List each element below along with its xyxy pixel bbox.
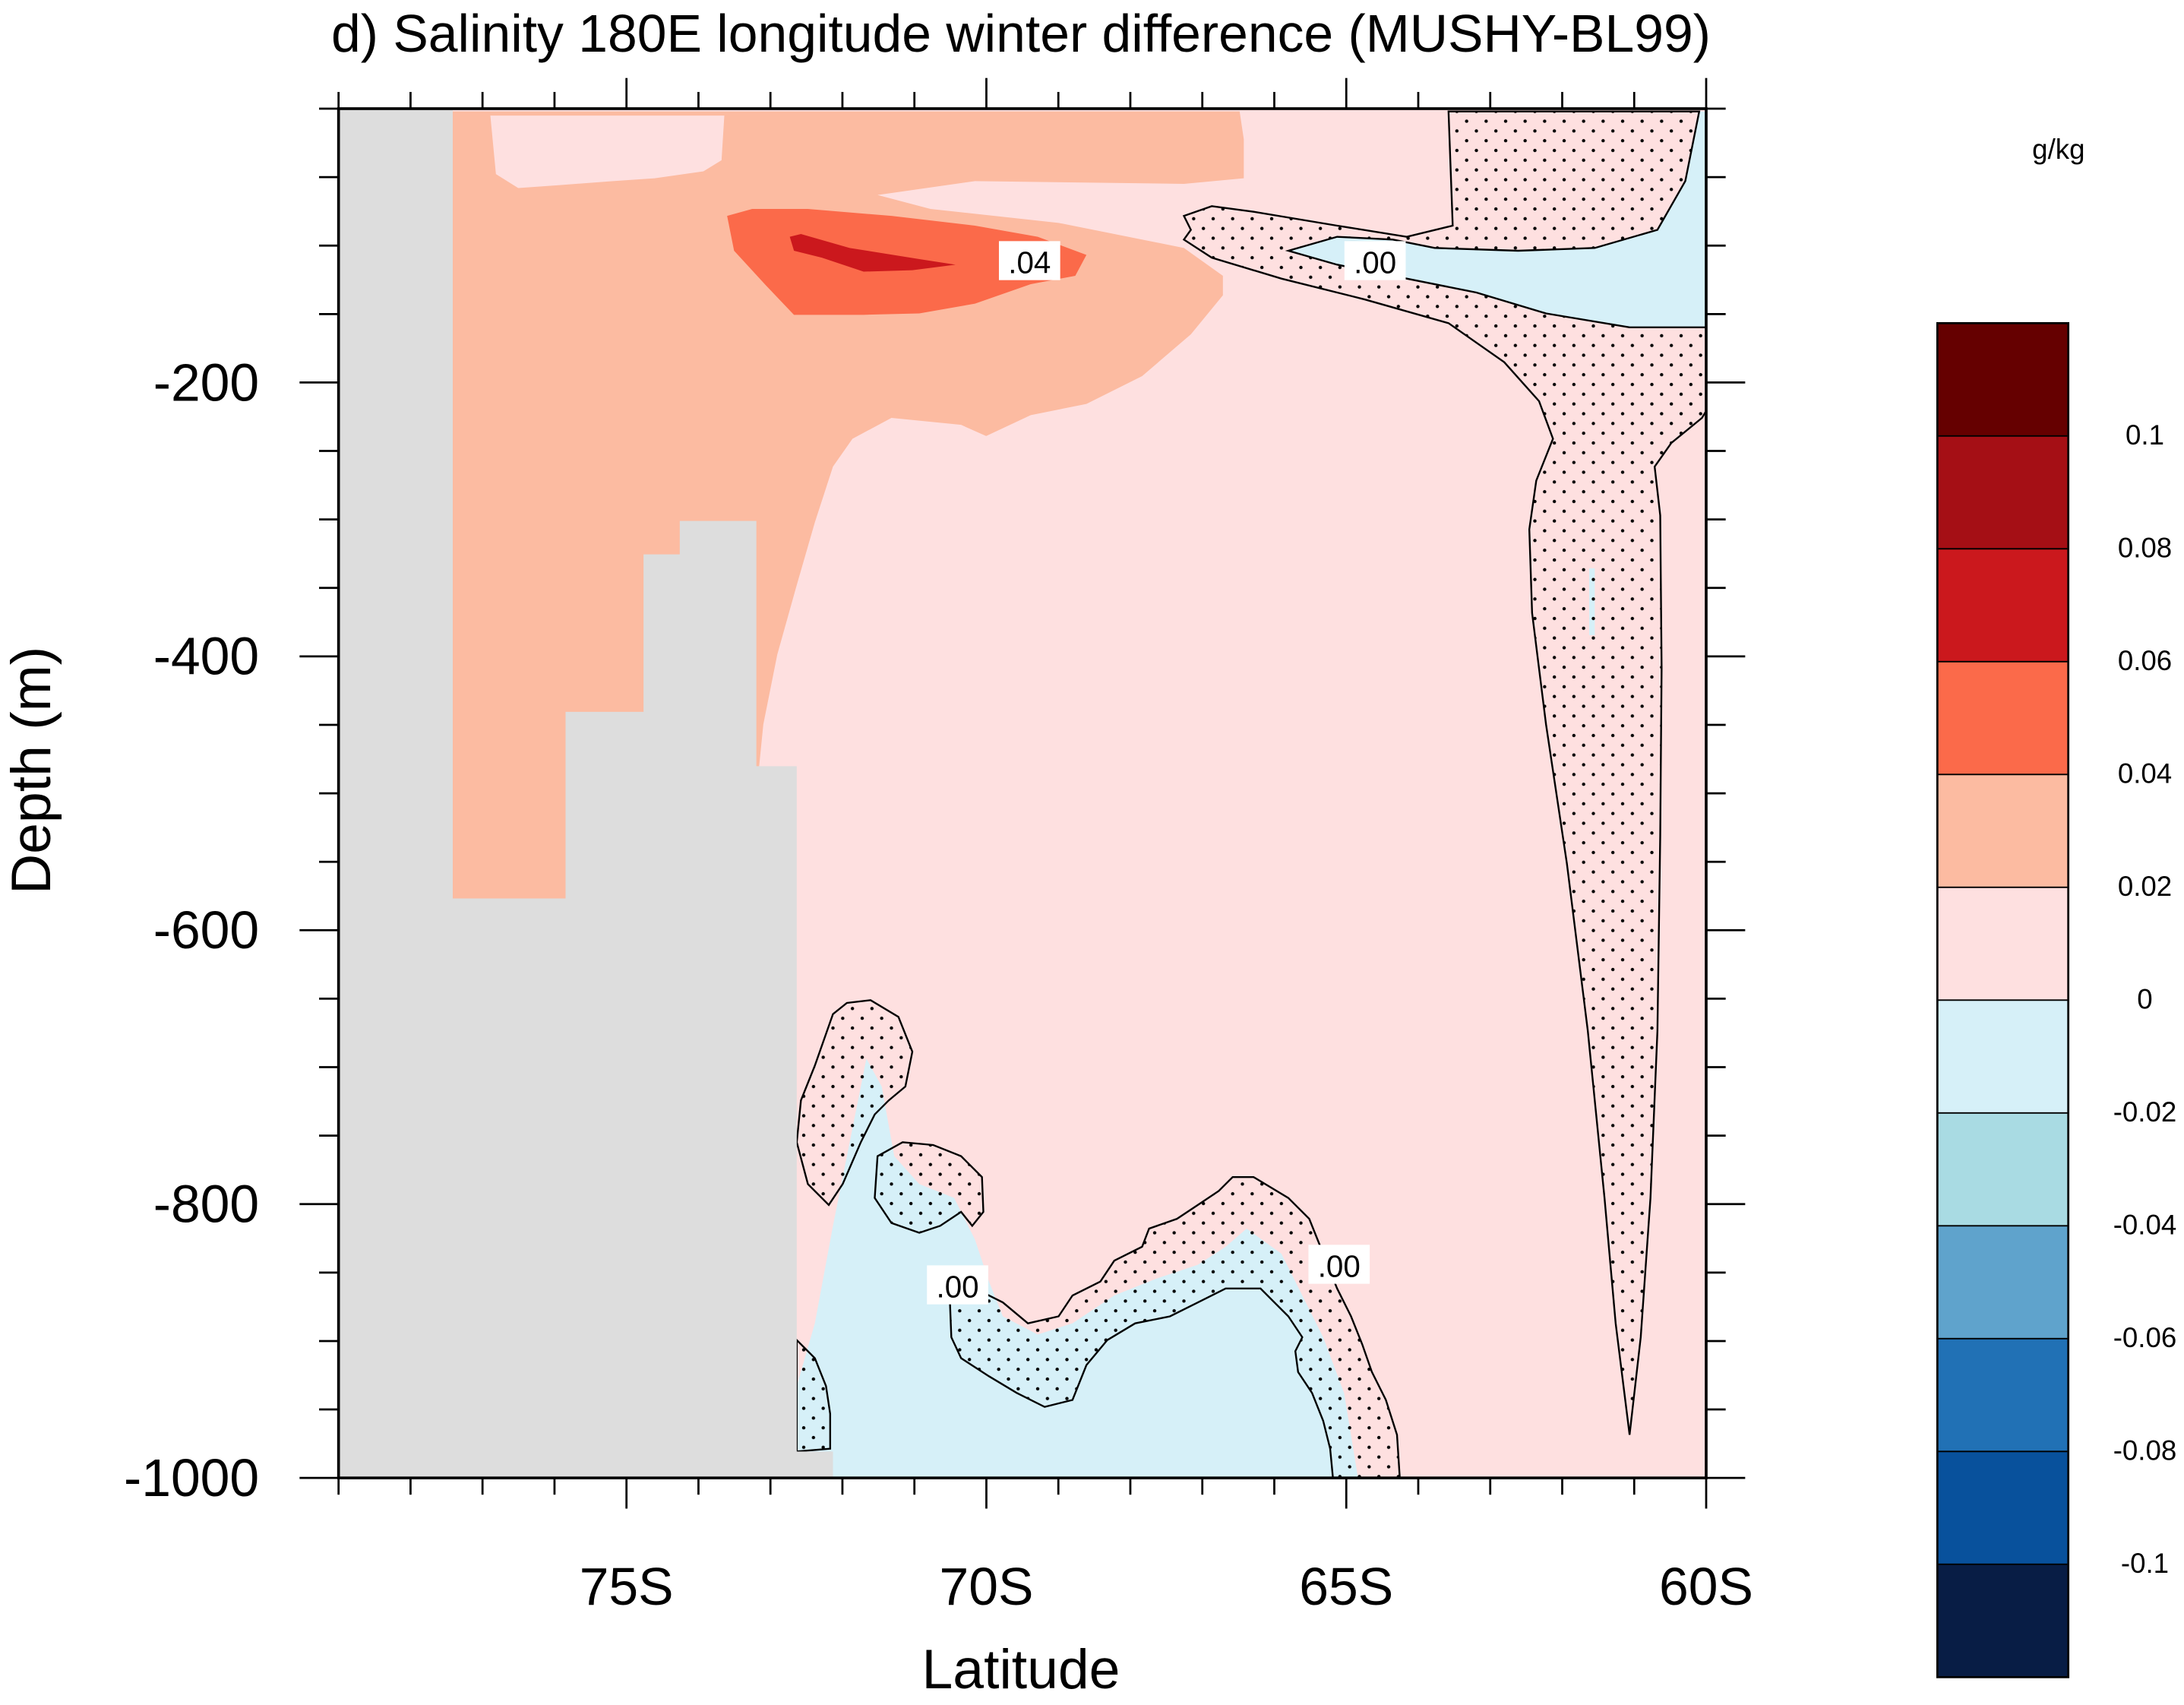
contour-label-text: .00 (1354, 245, 1396, 280)
contour-label-bg (1344, 241, 1406, 280)
colorbar-tick-label: -0.06 (2113, 1322, 2177, 1353)
colorbar-swatch (1936, 322, 2069, 437)
colorbar-swatch (1936, 660, 2069, 776)
x-tick-label: 75S (580, 1557, 674, 1616)
stipple-bump-a (795, 999, 914, 1207)
contour-labels: .04 .00 .00 .00 (927, 241, 1406, 1305)
colorbar-tick-label: 0 (2137, 983, 2152, 1014)
x-axis-title: Latitude (922, 1638, 1120, 1700)
colorbar-tick-label: 0.04 (2118, 758, 2172, 789)
y-tick-label: -800 (153, 1175, 259, 1234)
stippling (795, 110, 1706, 1479)
contour-label-text: .00 (937, 1270, 979, 1305)
colorbar-swatch (1936, 548, 2069, 663)
contour-label-bg (1308, 1245, 1370, 1284)
field-neg-bottom (796, 1058, 1358, 1479)
contour-label: .00 (927, 1265, 988, 1305)
stipple-right-plume (1182, 110, 1706, 1435)
land-mask (338, 109, 833, 1479)
y-tick-label: -400 (153, 627, 259, 686)
colorbar-swatch (1936, 1563, 2069, 1678)
contour-label-text: .04 (1008, 245, 1051, 280)
colorbar-tick-label: -0.1 (2121, 1548, 2169, 1579)
contour-label-bg (998, 241, 1060, 280)
colorbar-swatch (1936, 886, 2069, 1001)
stipple-bottom-arc (949, 1175, 1401, 1479)
y-tick-label: -1000 (124, 1448, 259, 1507)
colorbar-swatch (1936, 999, 2069, 1114)
x-tick-label: 70S (939, 1557, 1033, 1616)
colorbar-swatch (1936, 1225, 2069, 1340)
colorbar: 0.1 0.08 0.06 0.04 0.02 0 -0.02 -0.04 -0.06 -0.08… (1936, 321, 2177, 1678)
x-tick-label: 65S (1299, 1557, 1393, 1616)
colorbar-swatch (1936, 1112, 2069, 1227)
y-axis: -200 -400 -600 -800 -1000 (124, 107, 1746, 1507)
colorbar-swatch (1936, 435, 2069, 550)
field-upper-light-patch (490, 115, 725, 188)
colorbar-tick-label: 0.1 (2126, 419, 2164, 451)
colorbar-tick-label: -0.02 (2113, 1096, 2177, 1128)
contour-label: .00 (1344, 241, 1406, 280)
field-0.06-0.08 (789, 234, 956, 272)
plot-area (338, 109, 1706, 1479)
colorbar-frame (1936, 321, 2070, 1678)
x-tick-label: 60S (1659, 1557, 1753, 1616)
x-axis: 75S 70S 65S 60S (337, 78, 1753, 1616)
colorbar-tick-label: -0.04 (2113, 1209, 2177, 1240)
colorbar-tick-label: 0.08 (2118, 532, 2172, 563)
colorbar-swatch (1936, 1450, 2069, 1565)
contour-label-bg (927, 1265, 988, 1305)
y-axis-title: Depth (m) (0, 647, 62, 894)
colorbar-swatch (1936, 1337, 2069, 1453)
y-tick-label: -200 (153, 353, 259, 412)
contour-label: .00 (1308, 1245, 1370, 1284)
colorbar-tick-label: 0.06 (2118, 645, 2172, 676)
contour-label-text: .00 (1318, 1248, 1361, 1283)
colorbar-units: g/kg (2032, 134, 2084, 165)
colorbar-tick-label: 0.02 (2118, 871, 2172, 902)
chart-title: d) Salinity 180E longitude winter differ… (331, 4, 1711, 63)
contour-label: .04 (998, 241, 1060, 280)
colorbar-tick-label: -0.08 (2113, 1435, 2177, 1466)
stipple-bump-b (874, 1141, 985, 1234)
y-tick-label: -600 (153, 900, 259, 960)
colorbar-swatch (1936, 773, 2069, 888)
